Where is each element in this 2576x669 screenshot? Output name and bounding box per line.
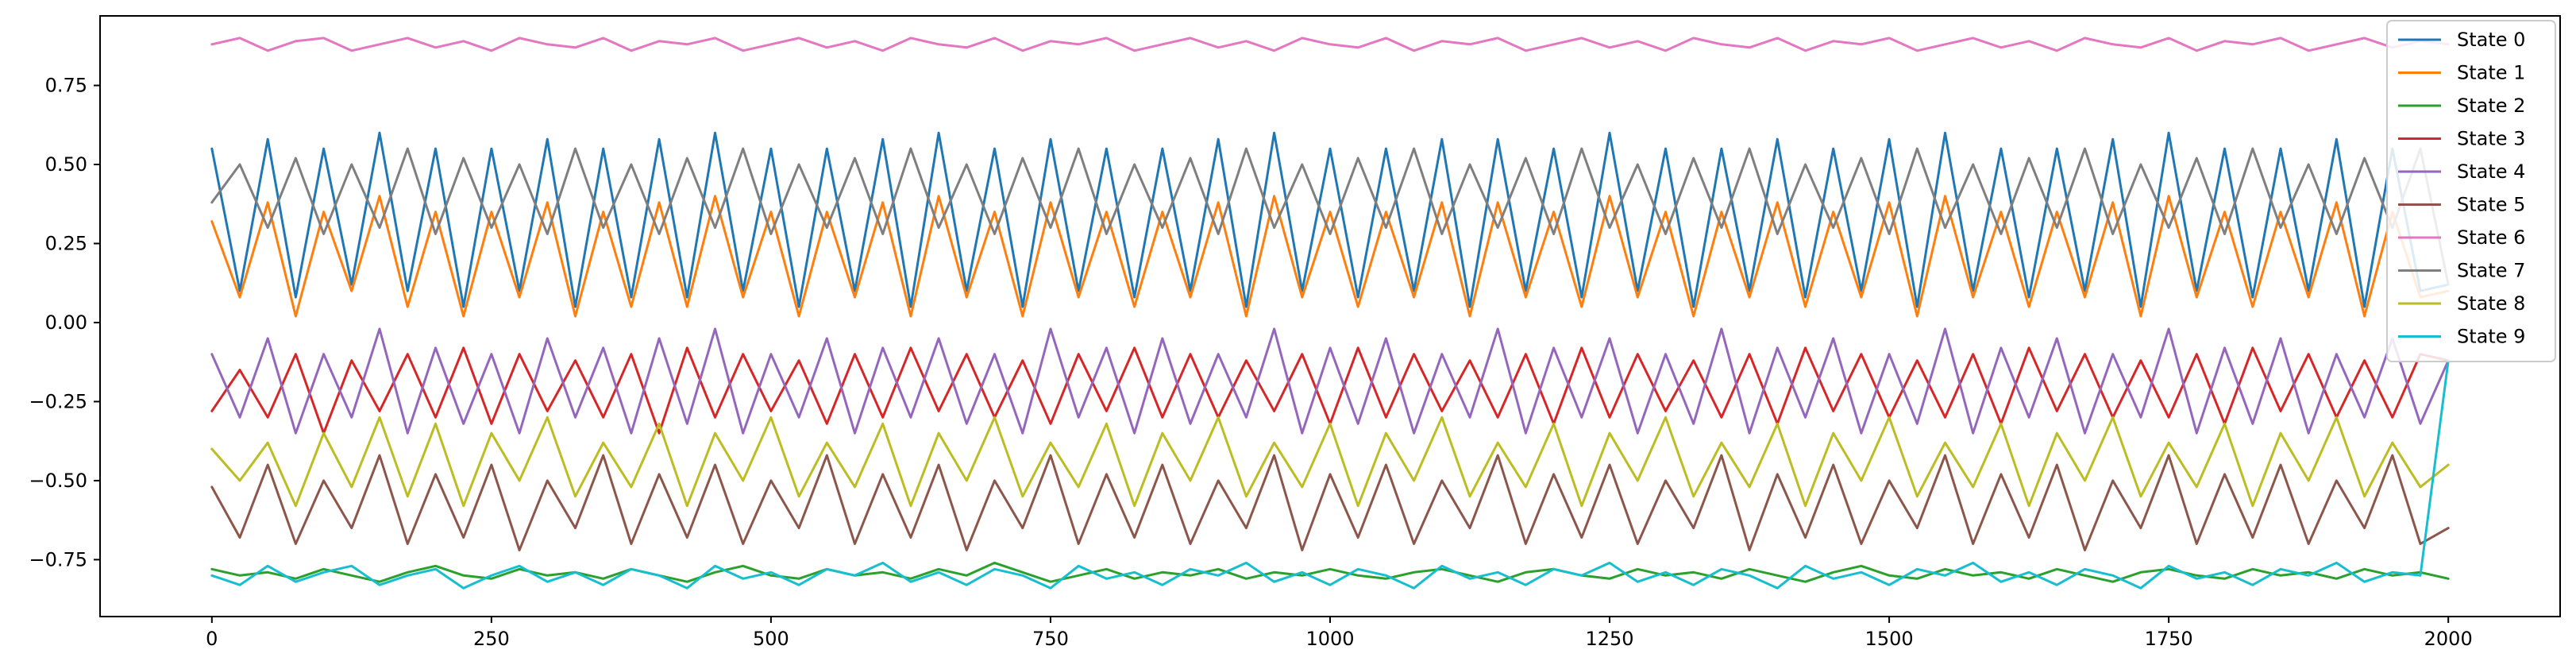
x-tick-label: 1500 bbox=[1865, 628, 1914, 650]
x-tick-label: 0 bbox=[206, 628, 218, 650]
y-tick-label: −0.50 bbox=[29, 470, 87, 492]
series-line-state-1 bbox=[210, 195, 2450, 318]
x-tick-label: 750 bbox=[1032, 628, 1069, 650]
plot-area bbox=[100, 16, 2560, 617]
legend-label-state-5: State 5 bbox=[2457, 194, 2525, 216]
legend-label-state-6: State 6 bbox=[2457, 226, 2525, 249]
legend-label-state-8: State 8 bbox=[2457, 292, 2525, 315]
y-tick-label: −0.25 bbox=[29, 390, 87, 412]
series-line-state-9 bbox=[210, 359, 2450, 590]
series-layer bbox=[210, 37, 2450, 590]
legend-label-state-2: State 2 bbox=[2457, 95, 2525, 117]
series-line-state-4 bbox=[210, 327, 2450, 435]
legend-label-state-3: State 3 bbox=[2457, 128, 2525, 150]
legend: State 0 State 1 State 2 State 3 State 4 State… bbox=[2386, 20, 2556, 362]
y-axis: −0.75 −0.50 −0.25 0.00 0.25 0.50 0.75 bbox=[29, 75, 100, 570]
y-tick-label: −0.75 bbox=[29, 548, 87, 570]
legend-label-state-4: State 4 bbox=[2457, 160, 2525, 183]
x-tick-label: 1000 bbox=[1305, 628, 1354, 650]
x-tick-label: 2000 bbox=[2424, 628, 2473, 650]
series-line-state-8 bbox=[210, 416, 2450, 508]
y-tick-label: 0.00 bbox=[45, 311, 87, 334]
series-line-state-7 bbox=[210, 147, 2450, 286]
series-line-state-5 bbox=[210, 454, 2450, 551]
x-tick-label: 1250 bbox=[1586, 628, 1634, 650]
legend-label-state-7: State 7 bbox=[2457, 260, 2525, 282]
x-axis: 0 250 500 750 1000 1250 1500 1750 2000 bbox=[206, 617, 2473, 650]
x-tick-label: 500 bbox=[753, 628, 789, 650]
series-line-state-6 bbox=[210, 37, 2450, 52]
y-tick-label: 0.75 bbox=[45, 75, 87, 97]
y-tick-label: 0.25 bbox=[45, 232, 87, 254]
x-tick-label: 250 bbox=[473, 628, 510, 650]
y-tick-label: 0.50 bbox=[45, 153, 87, 176]
legend-label-state-9: State 9 bbox=[2457, 326, 2525, 348]
x-tick-label: 1750 bbox=[2145, 628, 2193, 650]
series-line-state-0 bbox=[210, 131, 2450, 308]
legend-label-state-0: State 0 bbox=[2457, 29, 2525, 51]
legend-label-state-1: State 1 bbox=[2457, 62, 2525, 84]
